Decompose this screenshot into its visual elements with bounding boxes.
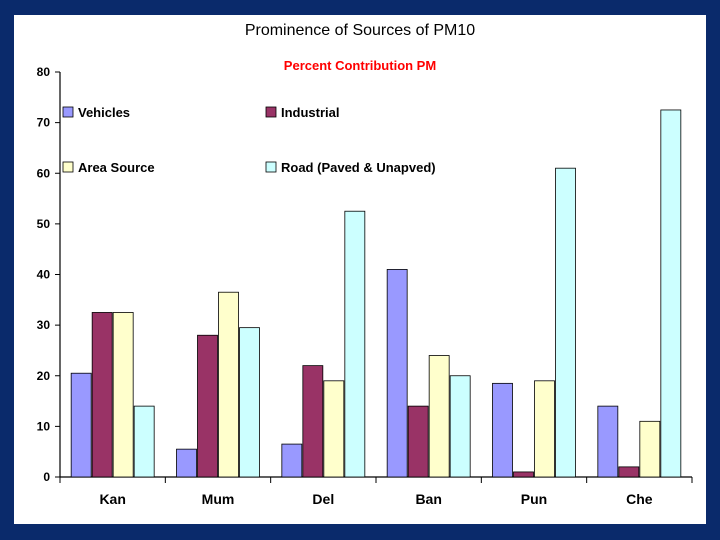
y-tick-label: 10: [37, 419, 51, 433]
bar: [492, 382, 513, 478]
bar: [660, 109, 682, 478]
bar: [555, 167, 576, 478]
legend: Vehicles Industrial Area Source Road (Paved…: [62, 105, 436, 175]
legend-label: Road (Paved & Unapved): [281, 160, 436, 175]
bars: [70, 109, 682, 478]
y-tick-label: 70: [37, 116, 51, 130]
bar: [281, 443, 303, 478]
slide-title: Prominence of Sources of PM10: [244, 22, 476, 39]
y-tick-label: 40: [37, 268, 51, 282]
axes: 0 10 20 30 40 50 60 70 80 Kan Mum Del Ban Pun Che: [37, 65, 693, 507]
x-tick-label: Che: [626, 491, 653, 507]
bar: [449, 375, 471, 478]
x-tick-label: Ban: [415, 491, 441, 507]
bar: [639, 420, 661, 478]
legend-label: Vehicles: [78, 105, 130, 120]
bar: [91, 312, 113, 478]
legend-swatch: [62, 161, 74, 173]
bar: [344, 210, 366, 478]
bar: [197, 334, 218, 478]
legend-label: Area Source: [78, 160, 155, 175]
x-tick-label: Kan: [99, 491, 125, 507]
y-tick-label: 50: [37, 217, 51, 231]
bar: [112, 312, 134, 478]
y-tick-label: 0: [43, 470, 50, 484]
bar: [534, 380, 555, 478]
bar: [176, 448, 197, 478]
x-tick-label: Pun: [521, 491, 547, 507]
x-tick-label: Del: [312, 491, 334, 507]
legend-swatch: [265, 106, 277, 118]
y-tick-label: 20: [37, 369, 51, 383]
legend-label: Industrial: [281, 105, 340, 120]
bar: [218, 291, 239, 478]
bar: [302, 365, 324, 478]
bar: [513, 471, 534, 478]
bar: [597, 405, 619, 478]
legend-swatch: [265, 161, 277, 173]
chart-title: Percent Contribution PM: [284, 58, 436, 73]
bar: [70, 372, 92, 478]
bar: [323, 380, 345, 478]
bar: [618, 466, 640, 478]
y-tick-label: 60: [37, 166, 51, 180]
legend-swatch: [62, 106, 74, 118]
bar: [386, 269, 408, 478]
bar: [428, 355, 450, 478]
bar: [133, 405, 155, 478]
y-tick-label: 30: [37, 318, 51, 332]
x-tick-label: Mum: [202, 491, 235, 507]
y-tick-label: 80: [37, 65, 51, 79]
bar: [407, 405, 429, 478]
bar: [239, 327, 260, 478]
